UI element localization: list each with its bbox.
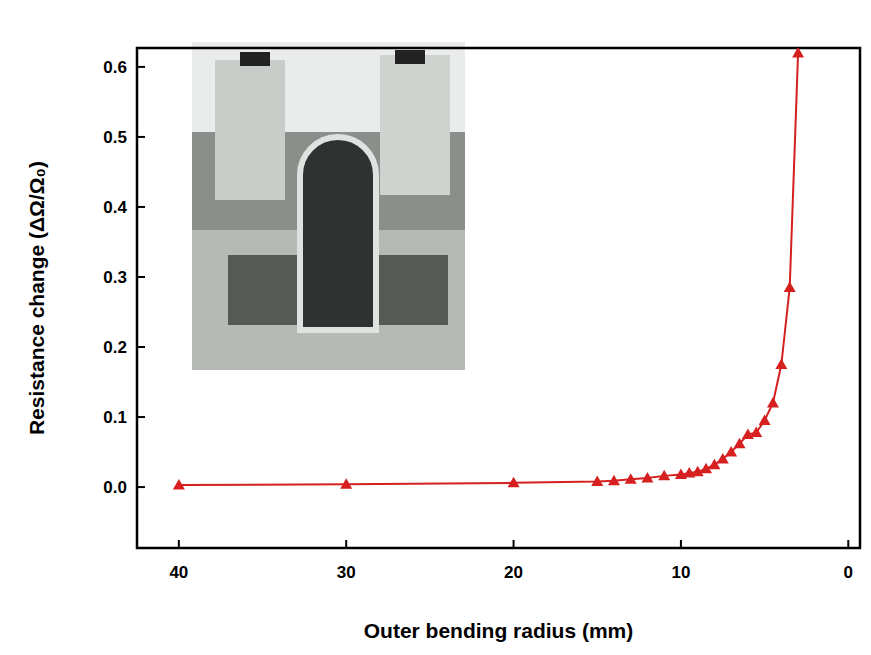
y-tick	[137, 136, 145, 138]
y-axis-title: Resistance change (ΔΩ/Ω₀)	[25, 161, 48, 435]
data-point	[173, 479, 185, 490]
data-point	[784, 281, 796, 292]
data-point	[792, 48, 804, 57]
y-tick	[137, 416, 145, 418]
data-point	[508, 477, 520, 488]
x-tick	[680, 540, 682, 548]
series-line	[179, 53, 798, 485]
x-tick	[513, 540, 515, 548]
data-point	[608, 475, 620, 486]
x-tick	[847, 540, 849, 548]
photo-bg	[192, 42, 465, 370]
y-tick	[137, 206, 145, 208]
data-point	[759, 415, 771, 426]
photo-block	[215, 60, 285, 200]
photo-clamp	[395, 50, 425, 64]
x-tick-label: 20	[504, 563, 523, 582]
x-tick-label: 40	[169, 563, 188, 582]
photo-clamp	[240, 52, 270, 66]
plot-frame	[137, 48, 860, 548]
data-point	[734, 438, 746, 449]
x-tick-label: 30	[337, 563, 356, 582]
y-tick-label: 0.2	[103, 338, 127, 357]
y-tick-label: 0.5	[103, 128, 127, 147]
y-tick	[137, 346, 145, 348]
data-point	[641, 472, 653, 483]
inset-photo	[192, 42, 465, 370]
data-point	[658, 470, 670, 481]
x-axis-title: Outer bending radius (mm)	[364, 619, 634, 642]
data-point	[708, 459, 720, 470]
y-tick-label: 0.1	[103, 408, 127, 427]
x-tick	[178, 540, 180, 548]
data-point	[340, 478, 352, 489]
data-point	[767, 397, 779, 408]
y-tick	[137, 276, 145, 278]
y-tick-label: 0.0	[103, 478, 127, 497]
data-point	[750, 426, 762, 437]
y-tick	[137, 486, 145, 488]
photo-bent-sample	[300, 137, 376, 330]
data-point	[625, 473, 637, 484]
photo-block	[380, 55, 450, 195]
series-group	[173, 48, 804, 489]
y-tick	[137, 66, 145, 68]
y-tick-label: 0.6	[103, 58, 127, 77]
y-tick-label: 0.4	[103, 198, 127, 217]
chart: 40 30 20 10 0 0.0 0.1 0.2 0.3 0.4 0.5 0.6 Outer bend…	[0, 0, 871, 655]
data-point	[775, 359, 787, 370]
data-point	[591, 475, 603, 486]
x-tick-label: 10	[671, 563, 690, 582]
x-tick	[345, 540, 347, 548]
x-tick-label: 0	[844, 563, 853, 582]
y-tick-label: 0.3	[103, 268, 127, 287]
